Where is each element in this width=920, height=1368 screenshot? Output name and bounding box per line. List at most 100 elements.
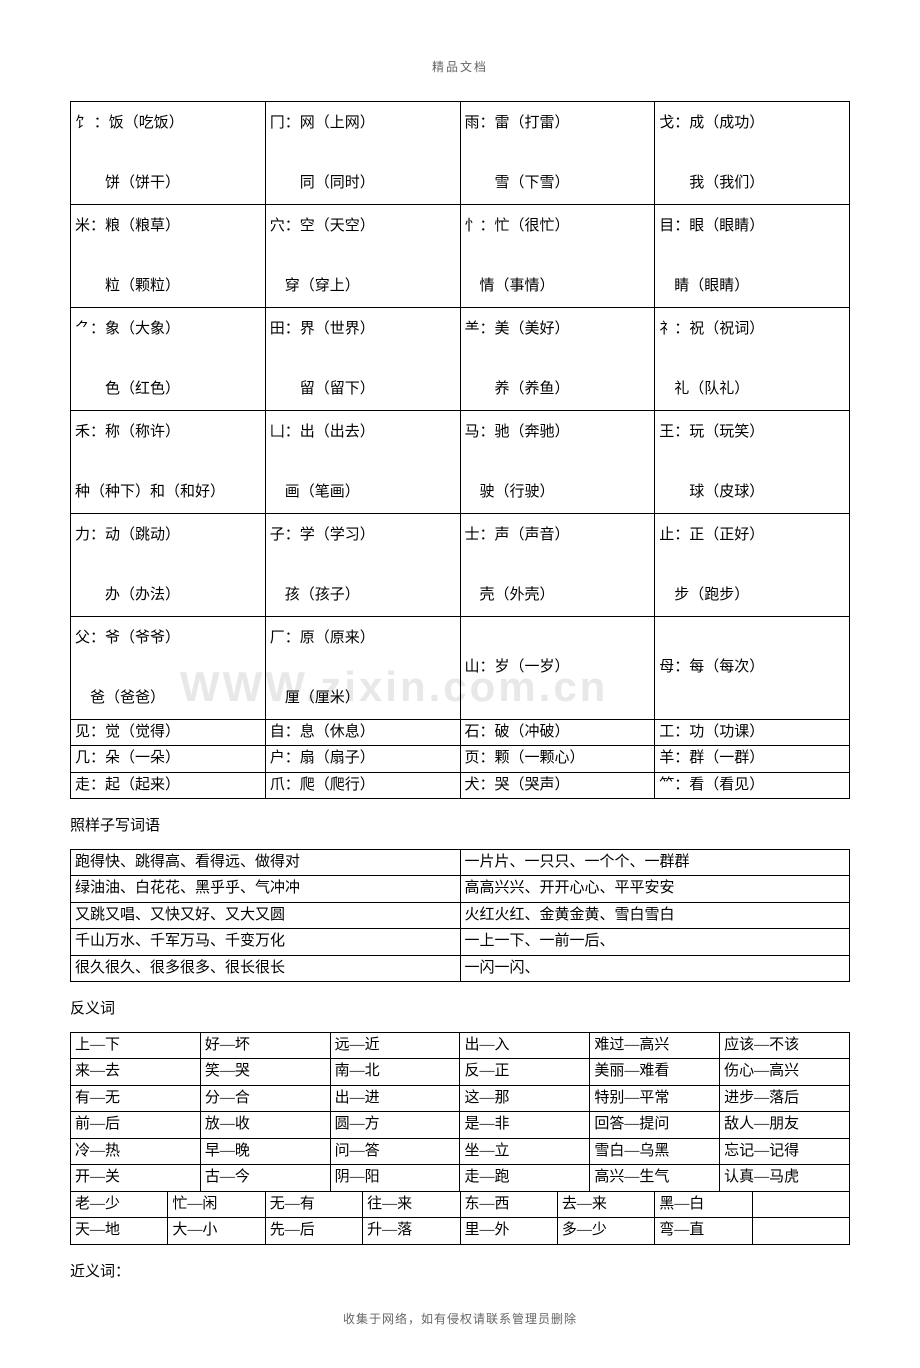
table-cell: 见：觉（觉得） <box>71 719 266 746</box>
table-cell: 坐—立 <box>460 1138 590 1165</box>
table-row: 力：动（跳动） 办（办法）子：学（学习） 孩（孩子）士：声（声音） 壳（外壳）止… <box>71 513 850 616</box>
table-cell: 羊：群（一群） <box>655 746 850 773</box>
table-cell: 高兴—生气 <box>590 1165 720 1192</box>
table-cell: 分—合 <box>200 1085 330 1112</box>
table-row: 父：爷（爷爷） 爸（爸爸）厂：原（原来） 厘（厘米）山：岁（一岁）母：每（每次） <box>71 616 850 719</box>
table-cell: 开—关 <box>71 1165 201 1192</box>
table-row: 千山万水、千军万马、千变万化一上一下、一前一后、 <box>71 929 850 956</box>
table-row: 绿油油、白花花、黑乎乎、气冲冲高高兴兴、开开心心、平平安安 <box>71 876 850 903</box>
table-cell: 石：破（冲破） <box>460 719 655 746</box>
table-row: 天—地大—小先—后升—落里—外多—少弯—直 <box>71 1218 850 1245</box>
table-cell: 戈：成（成功） 我（我们） <box>655 101 850 204</box>
table-cell: 马：驰（奔驰） 驶（行驶） <box>460 410 655 513</box>
table-row: 见：觉（觉得）自：息（休息）石：破（冲破）工：功（功课） <box>71 719 850 746</box>
table-cell: ⺮：看（看见） <box>655 772 850 799</box>
table-row: 老—少忙—闲无—有往—来东—西去—来黑—白 <box>71 1191 850 1218</box>
table-cell: 特别—平常 <box>590 1085 720 1112</box>
table-cell: 古—今 <box>200 1165 330 1192</box>
table-cell: 天—地 <box>71 1218 168 1245</box>
table-cell <box>752 1218 849 1245</box>
table-cell: 应该—不该 <box>720 1032 850 1059</box>
table-cell: 好—坏 <box>200 1032 330 1059</box>
table-cell: 是—非 <box>460 1112 590 1139</box>
table-cell: 父：爷（爷爷） 爸（爸爸） <box>71 616 266 719</box>
table-cell: 力：动（跳动） 办（办法） <box>71 513 266 616</box>
table-row: 开—关古—今阴—阳走—跑高兴—生气认真—马虎 <box>71 1165 850 1192</box>
table-cell: 这—那 <box>460 1085 590 1112</box>
table-cell: 火红火红、金黄金黄、雪白雪白 <box>460 902 850 929</box>
table-cell: 大—小 <box>168 1218 265 1245</box>
table-cell: 认真—马虎 <box>720 1165 850 1192</box>
table-cell: 很久很久、很多很多、很长很长 <box>71 955 461 982</box>
table-cell: 绿油油、白花花、黑乎乎、气冲冲 <box>71 876 461 903</box>
table-cell: 笑—哭 <box>200 1059 330 1086</box>
table-cell: 页：颗（一颗心） <box>460 746 655 773</box>
table-cell: 山：岁（一岁） <box>460 616 655 719</box>
table-cell: 忘记—记得 <box>720 1138 850 1165</box>
table-row: 几：朵（一朵）户：扇（扇子）页：颗（一颗心）羊：群（一群） <box>71 746 850 773</box>
table-cell: 田：界（世界） 留（留下） <box>265 307 460 410</box>
table-cell: 米：粮（粮草） 粒（颗粒） <box>71 204 266 307</box>
table-cell: 难过—高兴 <box>590 1032 720 1059</box>
table-row: 饣 ：饭（吃饭） 饼（饼干）冂：网（上网） 同（同时）雨：雷（打雷） 雪（下雪）… <box>71 101 850 204</box>
table-cell: 厂：原（原来） 厘（厘米） <box>265 616 460 719</box>
table-cell: 弯—直 <box>655 1218 752 1245</box>
table-cell: 老—少 <box>71 1191 168 1218</box>
table-cell: 忄：忙（很忙） 情（事情） <box>460 204 655 307</box>
table-row: ⺈：象（大象） 色（红色）田：界（世界） 留（留下）⺷：美（美好） 养（养鱼）礻… <box>71 307 850 410</box>
table-cell: 子：学（学习） 孩（孩子） <box>265 513 460 616</box>
table-row: 冷—热早—晚问—答坐—立雪白—乌黑忘记—记得 <box>71 1138 850 1165</box>
page-header: 精品文档 <box>70 60 850 76</box>
table-cell <box>752 1191 849 1218</box>
page-footer: 收集于网络，如有侵权请联系管理员删除 <box>70 1312 850 1328</box>
table-cell: ⺷：美（美好） 养（养鱼） <box>460 307 655 410</box>
table-row: 跑得快、跳得高、看得远、做得对一片片、一只只、一个个、一群群 <box>71 849 850 876</box>
table-cell: 一片片、一只只、一个个、一群群 <box>460 849 850 876</box>
table-cell: 升—落 <box>363 1218 460 1245</box>
table-cell: 有—无 <box>71 1085 201 1112</box>
table-row: 有—无分—合出—进这—那特别—平常进步—落后 <box>71 1085 850 1112</box>
table-cell: 冷—热 <box>71 1138 201 1165</box>
table-cell: 一闪一闪、 <box>460 955 850 982</box>
radicals-table: 饣 ：饭（吃饭） 饼（饼干）冂：网（上网） 同（同时）雨：雷（打雷） 雪（下雪）… <box>70 101 850 800</box>
table-cell: 犬：哭（哭声） <box>460 772 655 799</box>
table-cell: 走—跑 <box>460 1165 590 1192</box>
table-row: 又跳又唱、又快又好、又大又圆火红火红、金黄金黄、雪白雪白 <box>71 902 850 929</box>
table-cell: 目：眼（眼睛） 睛（眼睛） <box>655 204 850 307</box>
table-row: 很久很久、很多很多、很长很长一闪一闪、 <box>71 955 850 982</box>
table-cell: 回答—提问 <box>590 1112 720 1139</box>
table-cell: 圆—方 <box>330 1112 460 1139</box>
table-cell: 南—北 <box>330 1059 460 1086</box>
patterns-table: 跑得快、跳得高、看得远、做得对一片片、一只只、一个个、一群群绿油油、白花花、黑乎… <box>70 849 850 983</box>
table-cell: 早—晚 <box>200 1138 330 1165</box>
table-cell: 母：每（每次） <box>655 616 850 719</box>
table-cell: 爪：爬（爬行） <box>265 772 460 799</box>
table-cell: 禾：称（称许）种（种下）和（和好） <box>71 410 266 513</box>
table-cell: 几：朵（一朵） <box>71 746 266 773</box>
table-cell: 进步—落后 <box>720 1085 850 1112</box>
table-cell: 穴：空（天空） 穿（穿上） <box>265 204 460 307</box>
table-cell: 远—近 <box>330 1032 460 1059</box>
table-cell: 走：起（起来） <box>71 772 266 799</box>
table-cell: 伤心—高兴 <box>720 1059 850 1086</box>
table-cell: ⺈：象（大象） 色（红色） <box>71 307 266 410</box>
table-row: 上—下好—坏远—近出—入难过—高兴应该—不该 <box>71 1032 850 1059</box>
antonyms-table-6col: 上—下好—坏远—近出—入难过—高兴应该—不该来—去笑—哭南—北反—正美丽—难看伤… <box>70 1032 850 1192</box>
table-cell: 问—答 <box>330 1138 460 1165</box>
table-cell: 雨：雷（打雷） 雪（下雪） <box>460 101 655 204</box>
table-cell: 里—外 <box>460 1218 557 1245</box>
table-cell: 跑得快、跳得高、看得远、做得对 <box>71 849 461 876</box>
table-row: 禾：称（称许）种（种下）和（和好）凵：出（出去） 画（笔画）马：驰（奔驰） 驶（… <box>71 410 850 513</box>
table-cell: 反—正 <box>460 1059 590 1086</box>
table-row: 前—后放—收圆—方是—非回答—提问敌人—朋友 <box>71 1112 850 1139</box>
table-cell: 上—下 <box>71 1032 201 1059</box>
patterns-title: 照样子写词语 <box>70 817 850 837</box>
table-cell: 冂：网（上网） 同（同时） <box>265 101 460 204</box>
table-cell: 工：功（功课） <box>655 719 850 746</box>
table-cell: 多—少 <box>557 1218 654 1245</box>
table-cell: 高高兴兴、开开心心、平平安安 <box>460 876 850 903</box>
table-cell: 先—后 <box>265 1218 362 1245</box>
table-cell: 户：扇（扇子） <box>265 746 460 773</box>
table-cell: 一上一下、一前一后、 <box>460 929 850 956</box>
table-row: 走：起（起来）爪：爬（爬行）犬：哭（哭声）⺮：看（看见） <box>71 772 850 799</box>
